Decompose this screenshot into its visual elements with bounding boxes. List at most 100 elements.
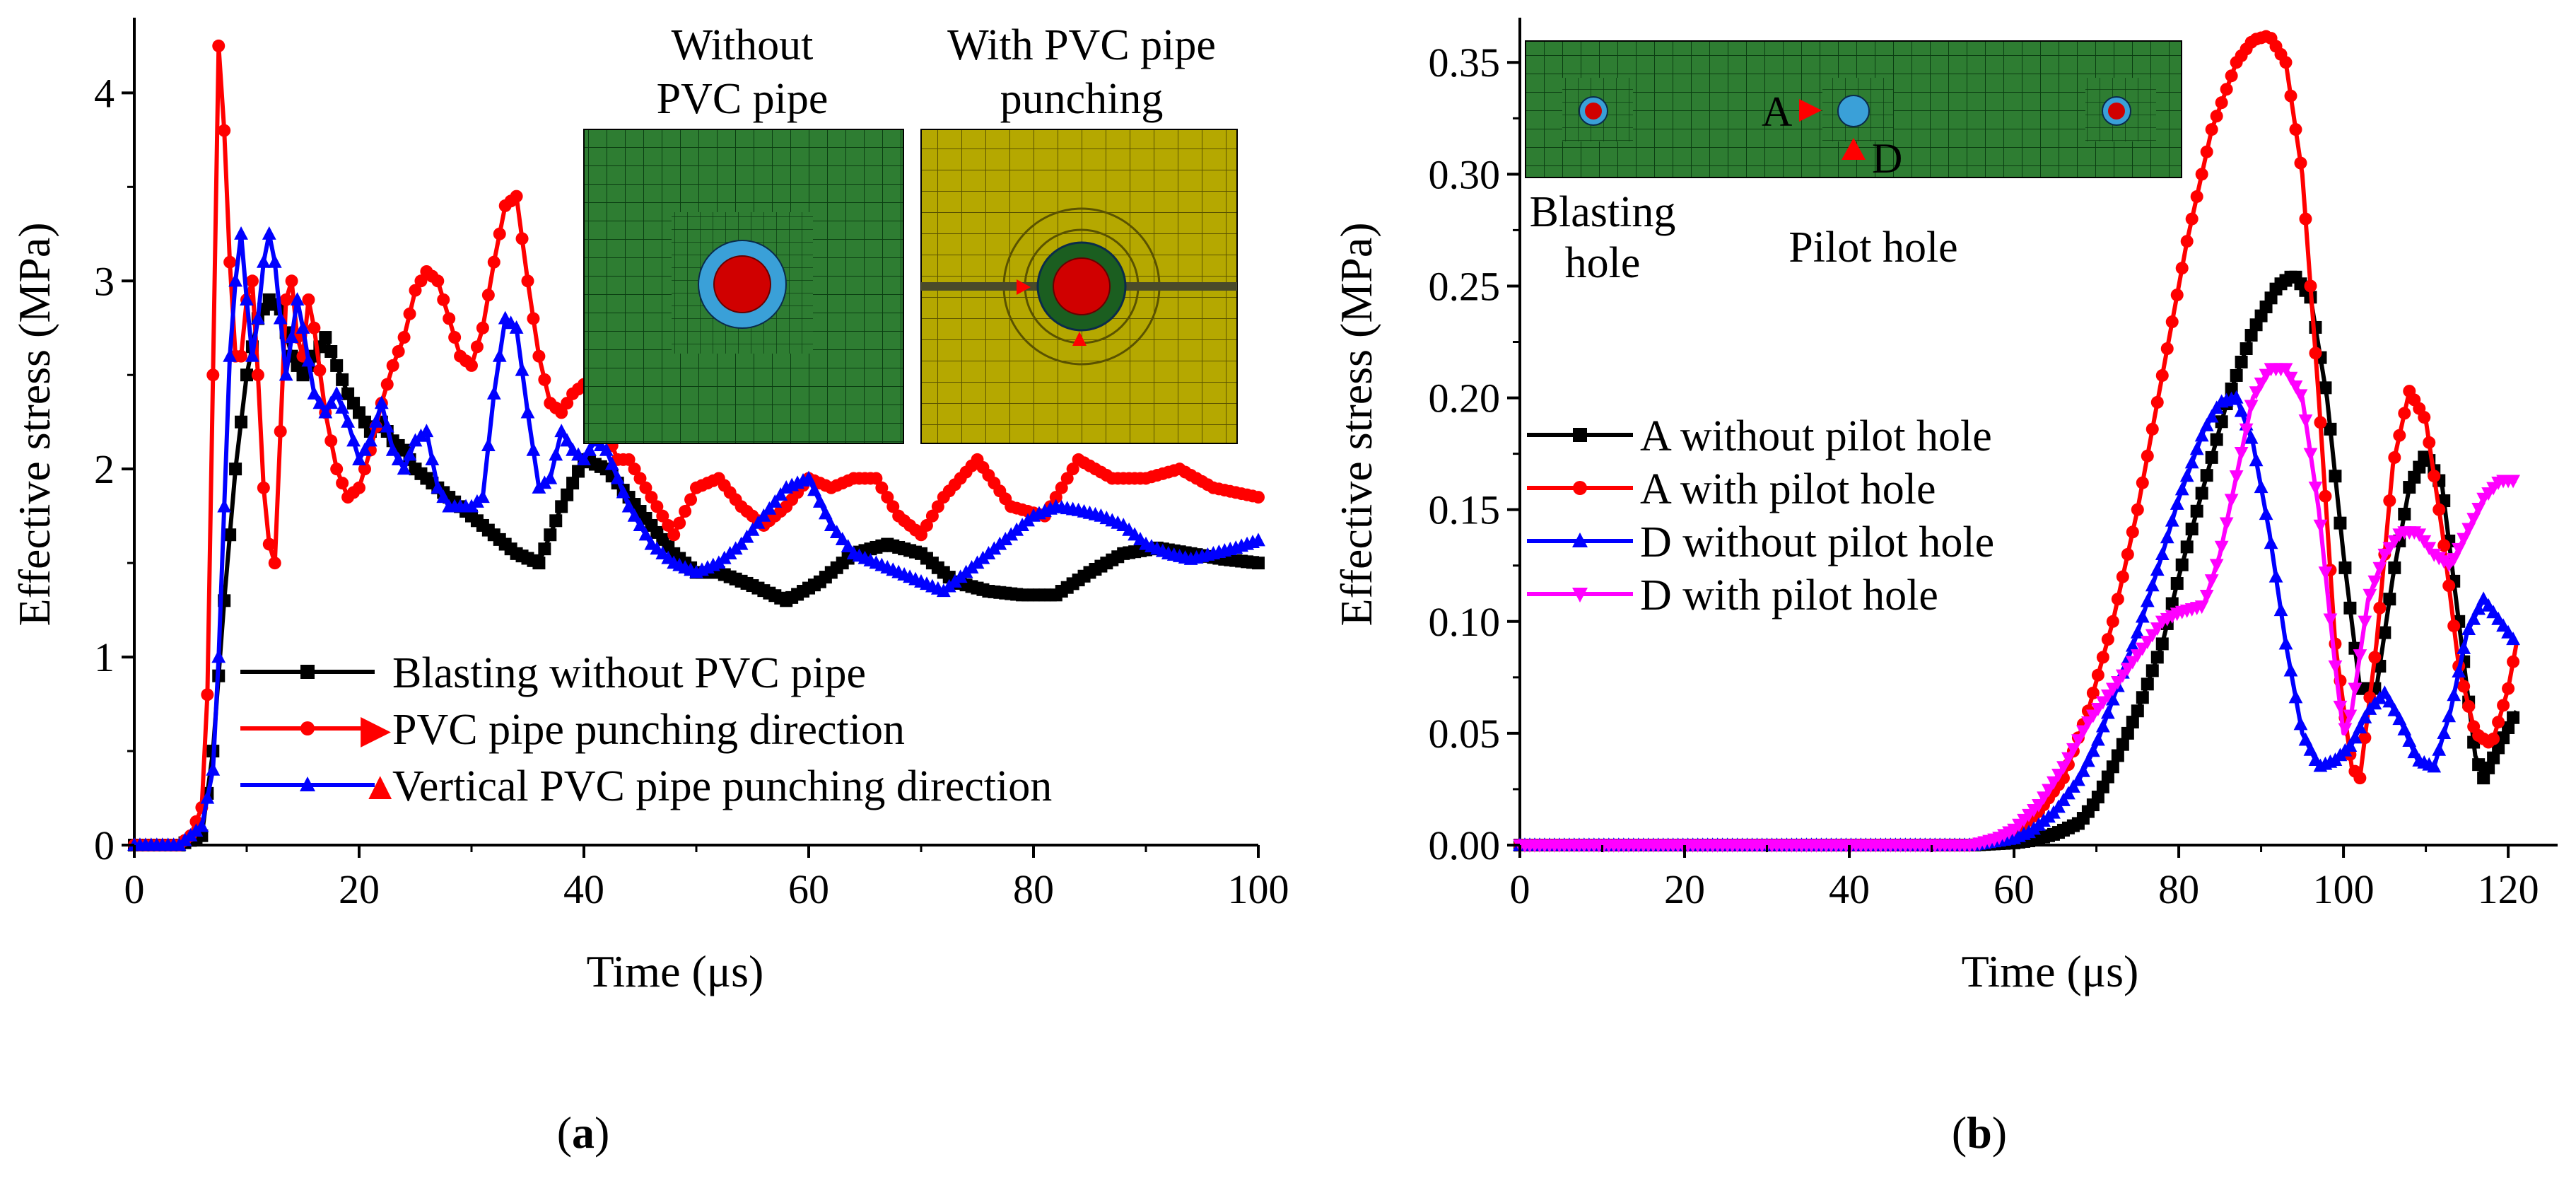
y-tick-label: 0.00: [1429, 822, 1501, 868]
data-point: [2096, 651, 2109, 664]
data-point: [2303, 742, 2318, 756]
data-point: [2343, 738, 2358, 752]
data-point: [2249, 453, 2264, 467]
data-point: [2432, 742, 2447, 756]
data-point: [476, 321, 489, 334]
inset-b-pilot-hole-label: Pilot hole: [1788, 223, 1957, 272]
x-tick-label: 60: [1994, 866, 2035, 912]
data-point: [2466, 513, 2481, 527]
y-tick-label: 0: [94, 822, 115, 868]
data-point: [2235, 355, 2248, 368]
data-point: [2086, 686, 2100, 699]
data-point: [2402, 733, 2417, 747]
legend-label: A with pilot hole: [1640, 465, 1936, 513]
data-point: [2447, 619, 2461, 633]
data-point: [560, 433, 575, 447]
data-point: [240, 368, 253, 382]
data-point: [2155, 547, 2170, 561]
data-point: [2254, 377, 2268, 391]
series-d-with-pilot-hole: [1513, 363, 2520, 853]
data-point: [251, 310, 265, 325]
data-point: [228, 273, 242, 287]
data-point: [555, 500, 568, 513]
panel-a-label: (a): [557, 1107, 610, 1158]
data-point: [515, 362, 529, 376]
panel-b-legend: A without pilot hole A with pilot hole D w…: [1527, 412, 1994, 619]
data-point: [487, 255, 500, 269]
legend-entry: Blasting without PVC pipe: [240, 649, 866, 697]
data-point: [2145, 578, 2160, 592]
data-point: [2457, 640, 2471, 654]
data-point: [2319, 381, 2332, 395]
data-point: [2071, 734, 2085, 748]
data-point: [2155, 368, 2169, 382]
data-point: [2348, 682, 2363, 697]
data-point: [448, 331, 462, 344]
data-point: [385, 442, 400, 456]
data-point: [330, 359, 344, 372]
data-point: [656, 509, 669, 523]
y-tick-label: 0.15: [1429, 487, 1501, 533]
data-point: [2042, 784, 2056, 798]
data-point: [802, 470, 816, 484]
data-point: [2204, 409, 2219, 423]
data-point: [818, 506, 833, 520]
data-point: [2397, 722, 2412, 735]
data-point: [218, 124, 231, 137]
data-point: [532, 557, 546, 570]
data-point: [841, 539, 855, 552]
data-point: [2121, 547, 2134, 561]
data-point: [2338, 723, 2353, 737]
data-point: [2471, 601, 2486, 615]
data-point: [2111, 749, 2124, 762]
data-point: [481, 289, 495, 302]
data-point: [2482, 761, 2495, 774]
data-point: [2140, 593, 2155, 607]
data-point: [201, 688, 214, 702]
data-point: [639, 481, 652, 494]
y-tick-label: 4: [94, 70, 115, 116]
data-point: [2294, 156, 2307, 170]
data-point: [2066, 779, 2080, 793]
data-point: [414, 274, 428, 288]
data-point: [2314, 416, 2327, 429]
data-point: [515, 232, 529, 245]
data-point: [476, 489, 490, 504]
data-point: [739, 529, 754, 543]
data-point: [2288, 380, 2303, 394]
data-point: [2126, 525, 2139, 539]
data-point: [2447, 687, 2461, 702]
data-point: [886, 500, 900, 513]
data-point: [2170, 577, 2184, 590]
legend-entry: D without pilot hole: [1527, 518, 1994, 566]
data-point: [538, 373, 551, 386]
data-point: [2367, 575, 2382, 589]
data-point: [2066, 743, 2080, 757]
inset-a-vertical-direction-marker: [1072, 332, 1087, 346]
data-point: [2506, 632, 2520, 646]
data-point: [2145, 422, 2159, 436]
data-point: [2205, 123, 2218, 136]
data-point: [2372, 562, 2387, 576]
data-point: [521, 274, 534, 288]
data-point: [336, 477, 349, 490]
x-tick-label: 80: [1013, 866, 1054, 912]
legend-entry: ▶ PVC pipe punching direction: [240, 706, 905, 754]
data-point: [2387, 702, 2402, 716]
data-point: [2240, 342, 2253, 355]
data-point: [1251, 533, 1265, 547]
data-point: [2090, 732, 2105, 746]
data-point: [2195, 168, 2208, 181]
data-point: [268, 557, 281, 570]
data-point: [2155, 637, 2169, 651]
data-point: [2190, 190, 2203, 203]
data-point: [2234, 446, 2249, 460]
data-point: [2126, 716, 2139, 729]
data-point: [2199, 590, 2214, 603]
data-point: [2432, 503, 2446, 516]
x-tick-label: 0: [1510, 866, 1530, 912]
data-point: [544, 528, 557, 542]
data-point: [358, 462, 371, 476]
data-point: [308, 321, 321, 334]
data-point: [2298, 414, 2313, 428]
